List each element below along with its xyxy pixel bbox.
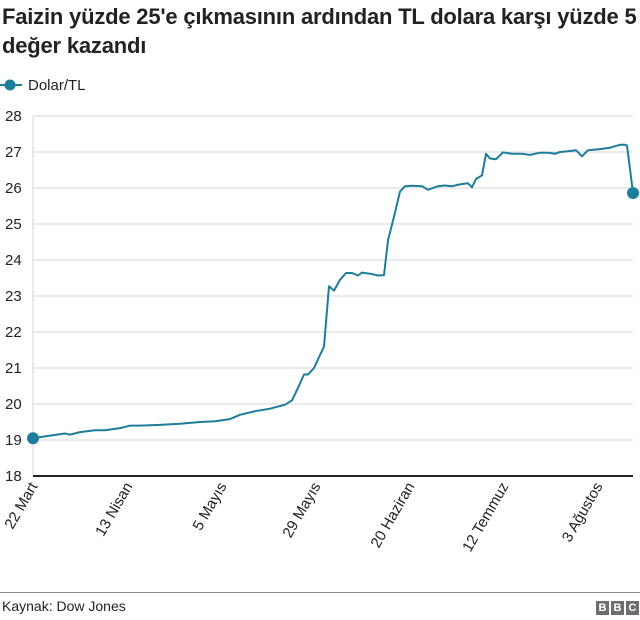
logo-letter: B: [596, 601, 609, 615]
y-tick-label: 18: [5, 468, 22, 485]
y-tick-label: 22: [5, 324, 22, 341]
legend-line-dot-icon: [0, 79, 22, 91]
y-tick-label: 25: [5, 216, 22, 233]
x-tick-label: 20 Haziran: [367, 480, 418, 551]
y-tick-label: 19: [5, 432, 22, 449]
x-tick-label: 22 Mart: [1, 479, 42, 532]
x-tick-label: 12 Temmuz: [459, 480, 512, 555]
logo-letter: C: [626, 601, 639, 615]
x-tick-label: 5 Mayıs: [189, 480, 230, 534]
end-point-marker: [627, 187, 639, 200]
legend: Dolar/TL: [0, 76, 86, 94]
y-tick-label: 21: [5, 360, 22, 377]
bbc-logo: B B C: [596, 601, 639, 615]
chart-title: Faizin yüzde 25'e çıkmasının ardından TL…: [2, 4, 637, 58]
logo-letter: B: [611, 601, 624, 615]
y-tick-label: 26: [5, 180, 22, 197]
x-tick-label: 29 Mayıs: [279, 480, 324, 541]
y-tick-label: 27: [5, 144, 22, 161]
y-tick-label: 24: [5, 252, 22, 269]
y-tick-label: 23: [5, 288, 22, 305]
footer-divider: [0, 592, 640, 593]
y-tick-label: 28: [5, 108, 22, 125]
start-point-marker: [27, 432, 39, 445]
series-line-dolar-tl: [32, 143, 634, 440]
x-tick-label: 3 Ağustos: [559, 480, 607, 546]
legend-label: Dolar/TL: [28, 76, 86, 94]
y-tick-label: 20: [5, 396, 22, 413]
line-chart: 18 19 20 21 22 23 24 25 26 27 28 22 Mart 13 Nisan 5 M…: [1, 108, 639, 555]
x-tick-label: 13 Nisan: [92, 480, 136, 540]
source-text: Kaynak: Dow Jones: [2, 598, 126, 614]
